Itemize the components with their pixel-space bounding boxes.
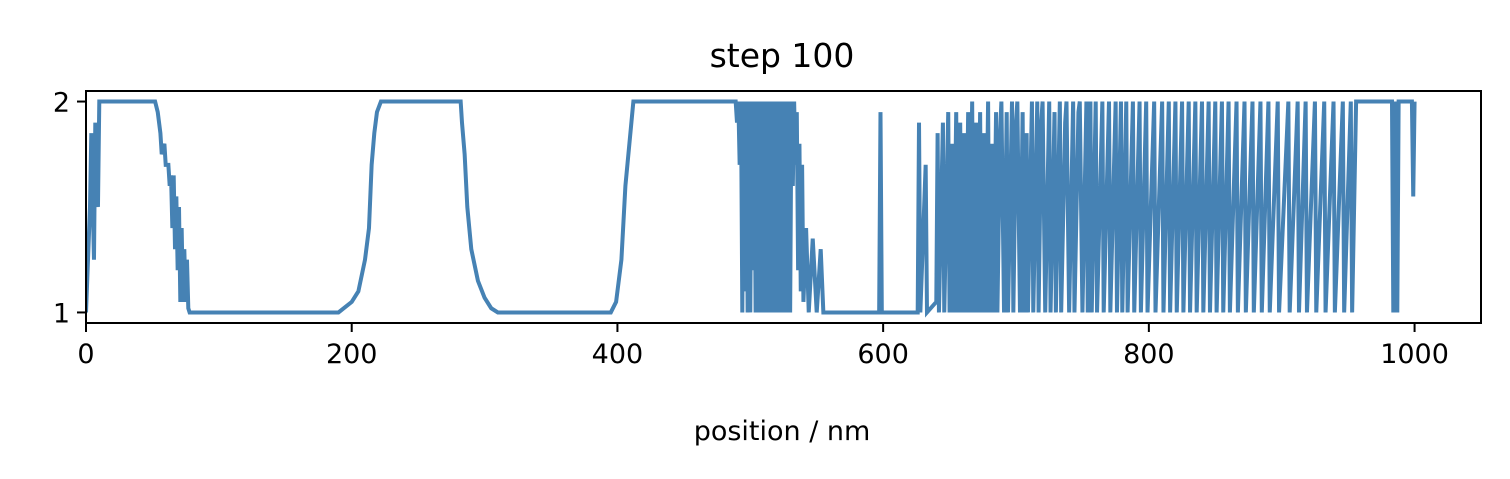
x-tick-label: 200 [326, 339, 378, 370]
chart-title: step 100 [710, 36, 855, 75]
x-tick-label: 800 [1123, 339, 1175, 370]
y-tick-label: 2 [53, 88, 70, 119]
x-axis: 0 200 400 600 800 1000 [77, 323, 1449, 370]
plot-frame [85, 90, 1482, 324]
x-axis-label: position / nm [694, 416, 871, 447]
x-tick-label: 600 [857, 339, 909, 370]
x-tick-label: 0 [77, 339, 94, 370]
x-tick-label: 400 [592, 339, 644, 370]
x-tick-label: 1000 [1380, 339, 1449, 370]
y-tick-label: 1 [53, 298, 70, 329]
y-axis: 12 [53, 88, 86, 329]
series-line [86, 99, 1417, 318]
